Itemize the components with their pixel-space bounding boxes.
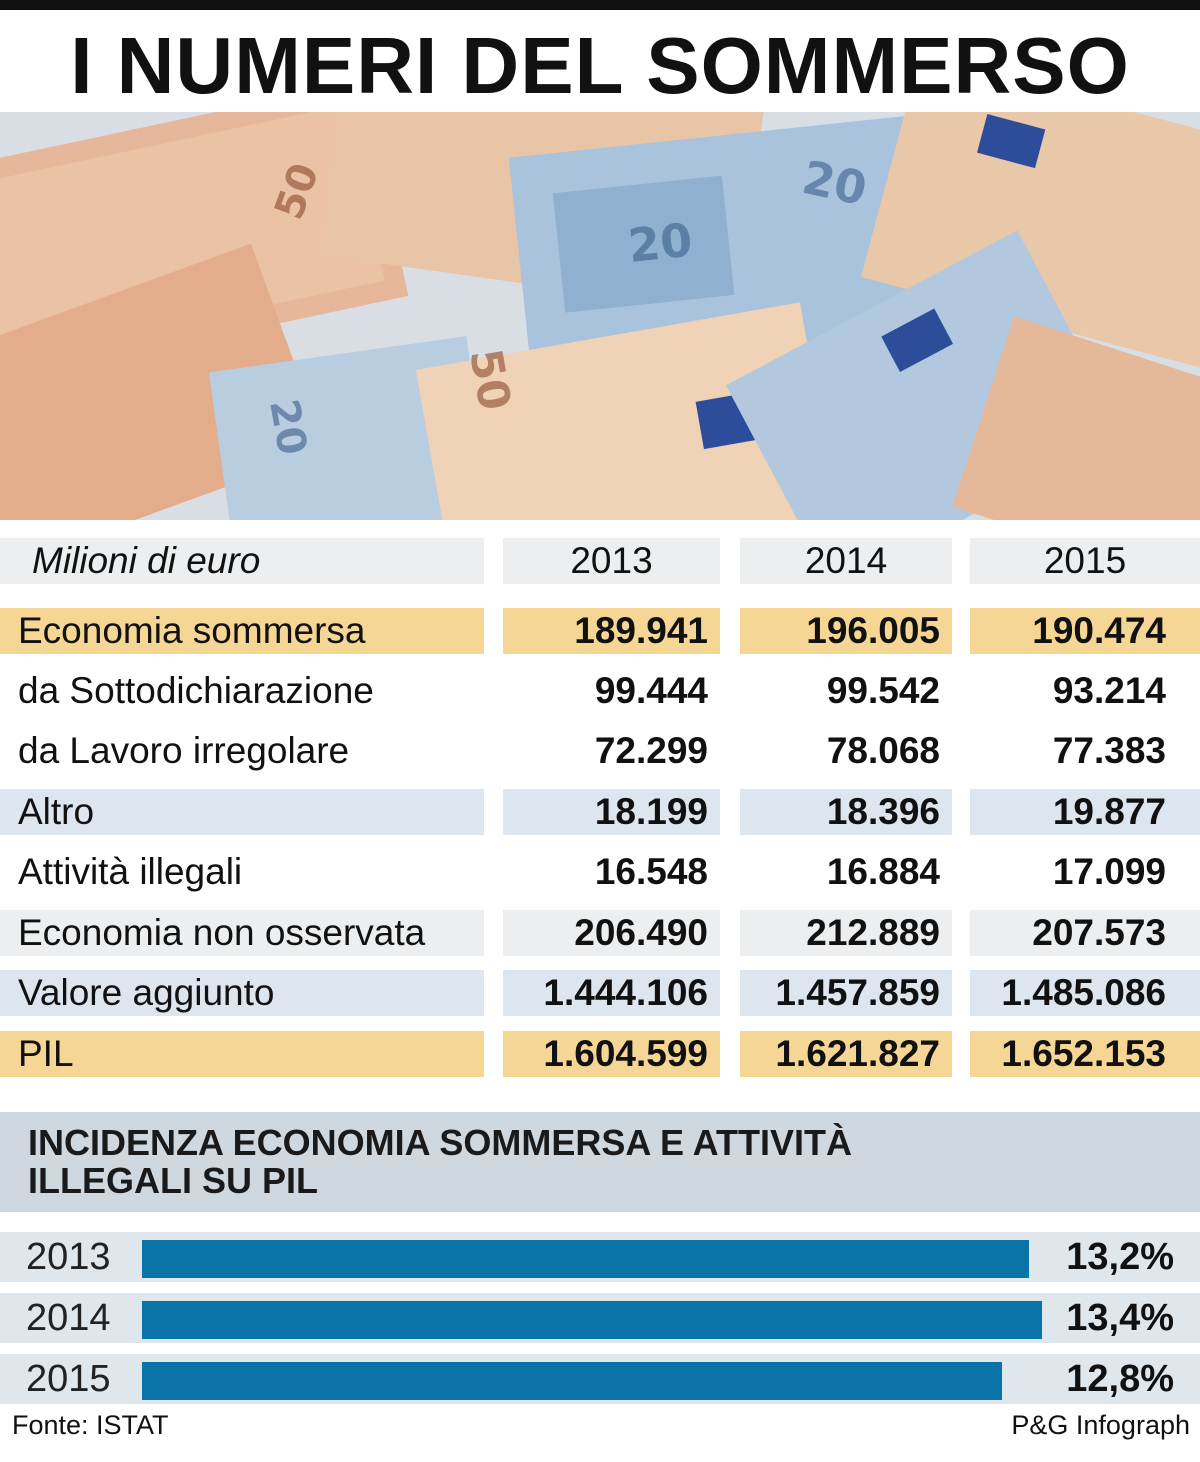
row-value: 212.889 (740, 910, 952, 956)
svg-text:50: 50 (459, 345, 520, 414)
row-value: 16.884 (740, 849, 952, 895)
bar-value-label: 12,8% (1066, 1358, 1174, 1400)
row-value: 206.490 (503, 910, 720, 956)
bar-value-label: 13,2% (1066, 1236, 1174, 1278)
row-value: 189.941 (503, 608, 720, 654)
bar-row: 2014 13,4% (0, 1293, 1200, 1343)
row-label: Valore aggiunto (0, 970, 484, 1016)
row-value: 207.573 (970, 910, 1200, 956)
row-value: 99.444 (503, 668, 720, 714)
unit-label: Milioni di euro (0, 538, 484, 584)
incidence-title-line: ILLEGALI SU PIL (28, 1160, 319, 1201)
credit-note: P&G Infograph (1011, 1410, 1190, 1440)
row-value: 1.604.599 (503, 1031, 720, 1077)
row-value: 1.485.086 (970, 970, 1200, 1016)
svg-text:20: 20 (798, 150, 872, 216)
svg-text:20: 20 (260, 396, 315, 459)
row-value: 77.383 (970, 728, 1200, 774)
table-row: da Sottodichiarazione 99.444 99.542 93.214 (0, 668, 1200, 714)
row-label: Economia non osservata (0, 910, 484, 956)
bar-2013 (142, 1240, 1029, 1278)
row-value: 1.621.827 (740, 1031, 952, 1077)
table-row: Altro 18.199 18.396 19.877 (0, 789, 1200, 835)
row-value: 1.444.106 (503, 970, 720, 1016)
top-rule (0, 0, 1200, 10)
row-value: 1.457.859 (740, 970, 952, 1016)
table-row: Economia non osservata 206.490 212.889 207.… (0, 910, 1200, 956)
row-label: PIL (0, 1031, 484, 1077)
table-row: Attività illegali 16.548 16.884 17.099 (0, 849, 1200, 895)
year-header: 2014 (740, 538, 952, 584)
table-row: da Lavoro irregolare 72.299 78.068 77.383 (0, 728, 1200, 774)
row-value: 16.548 (503, 849, 720, 895)
svg-text:20: 20 (626, 213, 695, 273)
bar-category-label: 2013 (26, 1236, 111, 1278)
row-value: 1.652.153 (970, 1031, 1200, 1077)
page-title: I NUMERI DEL SOMMERSO (70, 21, 1130, 110)
table-row: Valore aggiunto 1.444.106 1.457.859 1.485.0… (0, 970, 1200, 1016)
row-value: 78.068 (740, 728, 952, 774)
incidence-title: INCIDENZA ECONOMIA SOMMERSA E ATTIVITÀ I… (0, 1112, 1200, 1212)
row-value: 18.396 (740, 789, 952, 835)
bar-row: 2013 13,2% (0, 1232, 1200, 1282)
table-row: Economia sommersa 189.941 196.005 190.474 (0, 608, 1200, 654)
row-label: Economia sommersa (0, 608, 484, 654)
year-header: 2015 (970, 538, 1200, 584)
bar-row: 2015 12,8% (0, 1354, 1200, 1404)
table-row: PIL 1.604.599 1.621.827 1.652.153 (0, 1031, 1200, 1077)
row-value: 19.877 (970, 789, 1200, 835)
row-value: 196.005 (740, 608, 952, 654)
row-value: 93.214 (970, 668, 1200, 714)
source-note: Fonte: ISTAT (12, 1410, 169, 1440)
table-header: Milioni di euro 2013 2014 2015 (0, 538, 1200, 584)
bar-2015 (142, 1362, 1002, 1400)
row-value: 18.199 (503, 789, 720, 835)
euro-banknotes-photo: 20 20 50 20 50 (0, 112, 1200, 520)
bar-category-label: 2015 (26, 1358, 111, 1400)
bar-2014 (142, 1301, 1042, 1339)
bar-value-label: 13,4% (1066, 1297, 1174, 1339)
year-header: 2013 (503, 538, 720, 584)
row-label: da Lavoro irregolare (0, 728, 484, 774)
row-label: Altro (0, 789, 484, 835)
bar-category-label: 2014 (26, 1297, 111, 1339)
row-value: 190.474 (970, 608, 1200, 654)
row-value: 99.542 (740, 668, 952, 714)
row-value: 72.299 (503, 728, 720, 774)
row-value: 17.099 (970, 849, 1200, 895)
incidence-title-line: INCIDENZA ECONOMIA SOMMERSA E ATTIVITÀ (28, 1122, 852, 1163)
row-label: Attività illegali (0, 849, 484, 895)
row-label: da Sottodichiarazione (0, 668, 484, 714)
